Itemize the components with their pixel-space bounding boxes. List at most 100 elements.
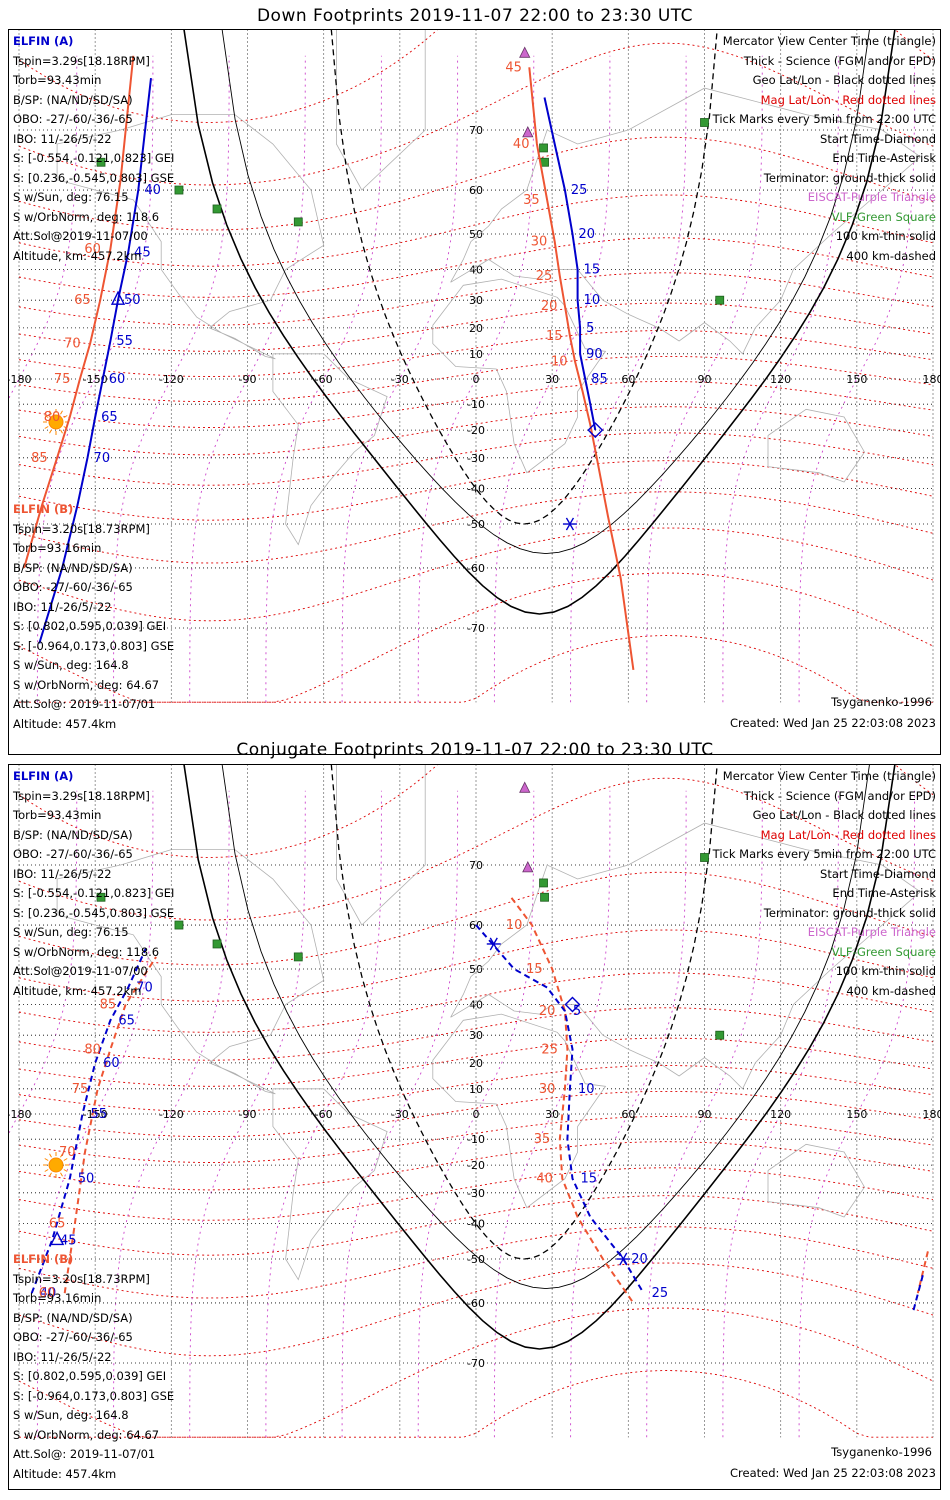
elfin-b-tick-label: 70	[59, 1145, 76, 1160]
continent-outline	[272, 1088, 388, 1281]
info-line: S w/Sun, deg: 76.15	[13, 925, 129, 939]
lon-tick-label: 60	[621, 373, 635, 386]
lat-tick-label: -60	[467, 562, 485, 575]
elfin-b-tick-label: 10	[506, 918, 523, 933]
vlf-square-icon	[96, 892, 106, 902]
vlf-square-icon	[293, 952, 303, 962]
elfin-b-tick-label: 40	[536, 1172, 553, 1187]
lon-tick-label: 30	[545, 1108, 559, 1121]
elfin-a-track-west	[38, 77, 152, 644]
elfin-b-tick-label: 15	[526, 962, 543, 977]
info-line: Att.Sol@: 2019-11-07/01	[13, 1447, 156, 1461]
lat-tick-label: -20	[467, 1159, 485, 1172]
mag-lat-line	[18, 1007, 934, 1061]
info-line: S w/OrbNorm, deg: 64.67	[13, 677, 160, 692]
elfin-a-tick-label: 20	[631, 1252, 648, 1267]
lon-tick-label: -120	[159, 1108, 184, 1121]
vlf-square-icon	[212, 204, 222, 214]
elfin-a-tick-label: 45	[134, 246, 151, 261]
elfin-a-track-east	[543, 97, 597, 431]
lat-tick-label: -10	[467, 398, 485, 411]
created-label: Created: Wed Jan 25 22:03:08 2023	[729, 1466, 936, 1480]
elfin-b-tick-label: 85	[31, 451, 48, 466]
info-line: OBO: -27/-60/-36/-65	[13, 580, 133, 594]
sun-ray	[60, 1172, 63, 1177]
elfin-a-tick-label: 50	[124, 293, 141, 308]
elfin-a-tick-label: 20	[578, 227, 595, 242]
elfin-b-tick-label: 20	[541, 299, 558, 314]
info-line: Torb=93.43min	[13, 73, 102, 87]
info-line: OBO: -27/-60/-36/-65	[13, 1330, 133, 1344]
eiscat-triangle-icon	[519, 781, 531, 793]
lat-tick-label: 30	[469, 1029, 483, 1042]
vlf-square-icon	[715, 295, 725, 305]
vlf-square-icon	[700, 853, 709, 862]
info-line: Tspin=3.29s[18.18RPM]	[13, 788, 150, 803]
lon-tick-label: 180	[923, 1108, 941, 1121]
elfin-b-tick-label: 45	[505, 60, 522, 75]
info-line: B/SP: (NA/ND/SD/SA)	[13, 560, 133, 575]
elfin-b-conj-track-west	[63, 956, 157, 1294]
lat-tick-label: -30	[467, 452, 485, 465]
legend-item: Start Time-Diamond	[820, 131, 936, 146]
sun-ray	[60, 410, 63, 415]
legend-item: Terminator: ground-thick solid	[763, 905, 936, 920]
info-line: S: [-0.964,0.173,0.803] GSE	[13, 1388, 175, 1403]
center-time-triangle-icon	[110, 290, 126, 305]
continent-outline	[272, 353, 388, 546]
lon-tick-label: 120	[770, 373, 791, 386]
elfin-a-tick-label: 60	[103, 1056, 120, 1071]
legend-item: 100 km-thin solid	[835, 229, 936, 243]
elfin-a-tick-label: 90	[586, 347, 603, 362]
model-label: Tsyganenko-1996	[831, 1445, 932, 1459]
lon-tick-label: -90	[239, 1108, 257, 1121]
elfin-a-tick-label: 60	[109, 372, 126, 387]
center-time-triangle-icon	[49, 1230, 65, 1246]
vlf-square-icon	[96, 157, 106, 167]
sun-ray	[49, 1172, 52, 1177]
legend-item: VLF-Green Square	[831, 209, 936, 224]
mag-lat-line	[18, 527, 934, 622]
info-line: B/SP: (NA/ND/SD/SA)	[13, 827, 133, 842]
elfin-a-tick-label: 55	[90, 1107, 107, 1122]
sun-ray	[63, 1169, 68, 1172]
mag-lat-line	[18, 272, 934, 326]
elfin-b-tick-label: 80	[84, 1042, 101, 1057]
elfin-b-label: ELFIN (B)	[13, 502, 74, 516]
elfin-b-tick-label: 25	[536, 269, 553, 284]
created-label: Created: Wed Jan 25 22:03:08 2023	[729, 716, 936, 730]
vlf-square-icon	[539, 143, 548, 153]
continent-outline	[56, 114, 325, 360]
continent-outline	[432, 1013, 607, 1209]
lat-tick-label: 50	[469, 228, 483, 241]
vlf-square-icon	[212, 939, 222, 949]
sun-ray	[44, 1158, 49, 1161]
lat-tick-label: -70	[467, 622, 485, 635]
info-line: Torb=93.16min	[13, 1291, 102, 1305]
elfin-b-tick-label: 85	[100, 998, 117, 1013]
legend-item: 100 km-thin solid	[835, 964, 936, 978]
info-line: S w/OrbNorm, deg: 64.67	[13, 1427, 160, 1442]
info-line: S w/Sun, deg: 76.15	[13, 190, 129, 204]
elfin-b-track-east	[528, 67, 635, 671]
elfin-a-tick-label: 45	[60, 1233, 77, 1248]
elfin-b-tick-label: 30	[531, 235, 548, 250]
lon-tick-label: -120	[159, 373, 184, 386]
elfin-a-tick-label: 15	[580, 1172, 597, 1187]
terminator-100km	[221, 30, 870, 555]
lon-tick-label: 0	[473, 373, 480, 386]
lat-tick-label: 60	[469, 184, 483, 197]
elfin-b-info: ELFIN (B) Tspin=3.20s[18.73RPM] Torb=93.…	[13, 500, 174, 734]
legend-item: Tick Marks every 5min from 22:00 UTC	[712, 847, 936, 861]
legend-item: EISCAT-Purple Triangle	[807, 190, 936, 204]
lat-tick-label: 40	[469, 264, 483, 277]
elfin-b-tick-label: 60	[84, 242, 101, 257]
info-line: Altitude: 457.4km	[13, 1466, 117, 1481]
elfin-a-tick-label: 10	[578, 1082, 595, 1097]
info-line: IBO: 11/-26/5/-22	[13, 131, 112, 146]
info-line: S w/OrbNorm, deg: 118.6	[13, 944, 160, 959]
info-line: S: [-0.554,-0.121,0.823] GEI	[13, 886, 175, 900]
elfin-b-tick-label: 35	[523, 193, 540, 208]
sun-ray	[63, 1158, 68, 1161]
vlf-square-icon	[715, 1030, 725, 1040]
